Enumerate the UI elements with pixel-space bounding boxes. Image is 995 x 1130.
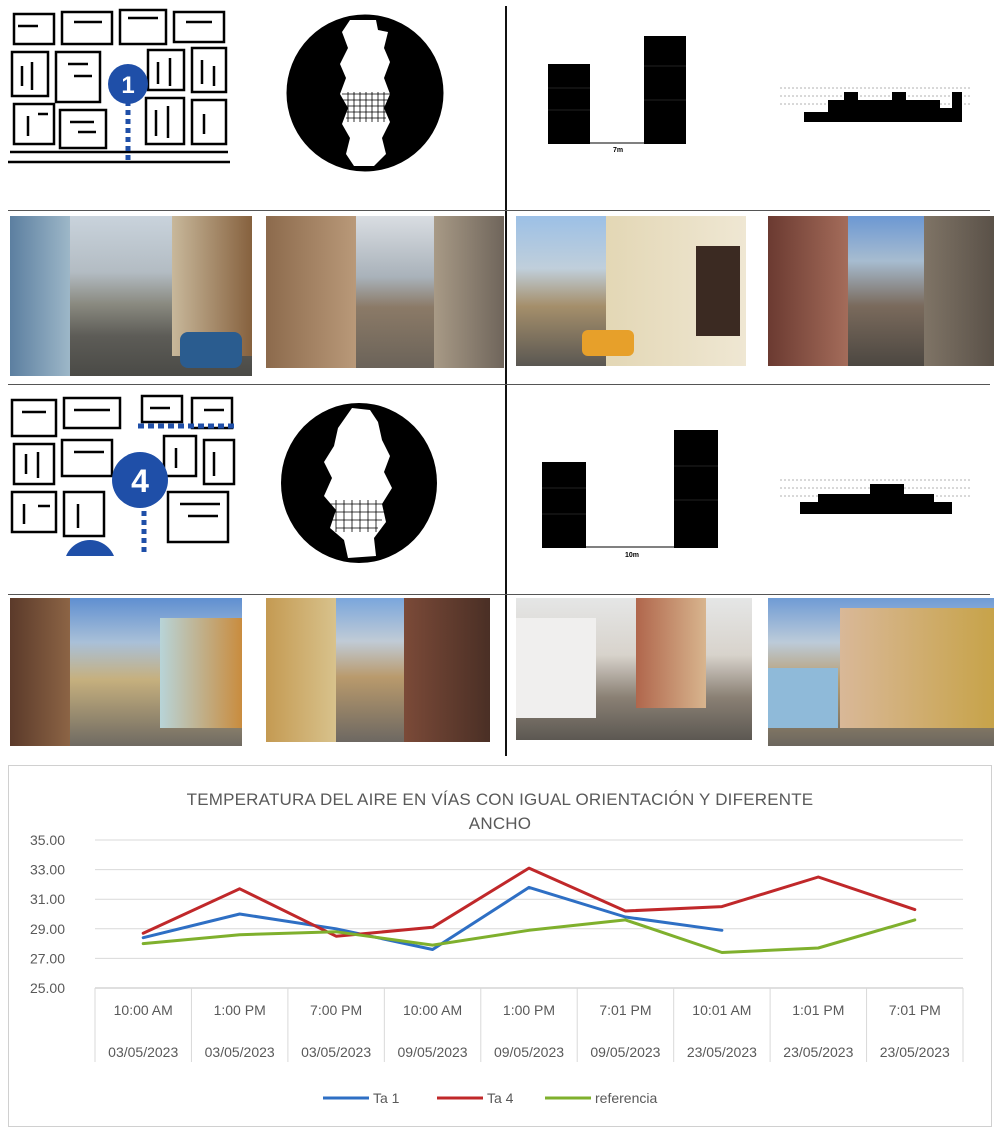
y-tick-label: 27.00 xyxy=(30,950,65,966)
street-photo-site-4-c xyxy=(516,598,752,740)
street-photo-site-1-b xyxy=(266,216,504,368)
site-1-marker: 1 xyxy=(121,72,134,99)
y-tick-label: 25.00 xyxy=(30,980,65,996)
x-tick-label-time: 1:01 PM xyxy=(792,1002,844,1018)
chart-plot: 25.00 27.00 29.00 31.00 33.00 35.00 10:00 AM 03… xyxy=(30,832,964,1106)
horizontal-divider-3 xyxy=(8,594,990,595)
x-tick-label-time: 7:01 PM xyxy=(599,1002,651,1018)
chart-title-line-1: TEMPERATURA DEL AIRE EN VÍAS CON IGUAL O… xyxy=(186,790,814,809)
x-tick-label-date: 23/05/2023 xyxy=(687,1044,757,1060)
horizontal-divider-2 xyxy=(8,384,990,385)
chart-title: TEMPERATURA DEL AIRE EN VÍAS CON IGUAL O… xyxy=(9,788,991,836)
series-line-ta-4 xyxy=(141,866,917,938)
temperature-chart: TEMPERATURA DEL AIRE EN VÍAS CON IGUAL O… xyxy=(8,765,992,1127)
y-tick-label: 29.00 xyxy=(30,921,65,937)
street-photo-site-4-b xyxy=(266,598,490,742)
x-tick-label-date: 23/05/2023 xyxy=(783,1044,853,1060)
x-tick-label-date: 03/05/2023 xyxy=(108,1044,178,1060)
street-elevation-site-4 xyxy=(780,474,970,518)
x-tick-label-date: 03/05/2023 xyxy=(205,1044,275,1060)
x-tick-label-time: 1:00 PM xyxy=(214,1002,266,1018)
y-tick-label: 33.00 xyxy=(30,862,65,878)
x-tick-label-date: 03/05/2023 xyxy=(301,1044,371,1060)
street-photo-site-1-d xyxy=(768,216,994,366)
street-photo-site-1-a xyxy=(10,216,252,376)
x-tick-label-time: 10:00 AM xyxy=(403,1002,462,1018)
street-elevation-site-1 xyxy=(780,84,970,128)
street-photo-site-4-a xyxy=(10,598,242,746)
sky-view-site-4 xyxy=(278,400,440,566)
x-tick-label-time: 10:01 AM xyxy=(692,1002,751,1018)
street-profile-site-1: 7m xyxy=(540,30,690,155)
x-tick-label-time: 1:00 PM xyxy=(503,1002,555,1018)
x-tick-label-time: 7:01 PM xyxy=(889,1002,941,1018)
x-tick-label-time: 7:00 PM xyxy=(310,1002,362,1018)
profile-width-site-4: 10m xyxy=(625,552,639,559)
x-tick-label-date: 09/05/2023 xyxy=(494,1044,564,1060)
horizontal-divider-1 xyxy=(8,210,990,211)
profile-width-site-1: 7m xyxy=(613,147,623,154)
legend-label: referencia xyxy=(595,1090,657,1106)
series-line-ta-1 xyxy=(141,885,724,951)
x-tick-label-date: 09/05/2023 xyxy=(590,1044,660,1060)
legend-label: Ta 1 xyxy=(373,1090,400,1106)
street-map-site-4: 4 xyxy=(8,392,236,556)
vertical-divider xyxy=(505,6,507,756)
chart-title-line-2: ANCHO xyxy=(468,814,532,833)
street-photo-site-4-d xyxy=(768,598,994,746)
sky-view-site-1 xyxy=(280,8,450,178)
x-tick-label-date: 09/05/2023 xyxy=(398,1044,468,1060)
y-tick-label: 35.00 xyxy=(30,832,65,848)
x-tick-label-date: 23/05/2023 xyxy=(880,1044,950,1060)
x-tick-label-time: 10:00 AM xyxy=(114,1002,173,1018)
legend-label: Ta 4 xyxy=(487,1090,514,1106)
site-4-marker: 4 xyxy=(131,463,149,499)
y-tick-label: 31.00 xyxy=(30,891,65,907)
series-line-referencia xyxy=(141,918,917,954)
street-profile-site-4: 10m xyxy=(536,426,726,562)
street-photo-site-1-c xyxy=(516,216,746,366)
street-map-site-1: 1 xyxy=(8,6,230,166)
